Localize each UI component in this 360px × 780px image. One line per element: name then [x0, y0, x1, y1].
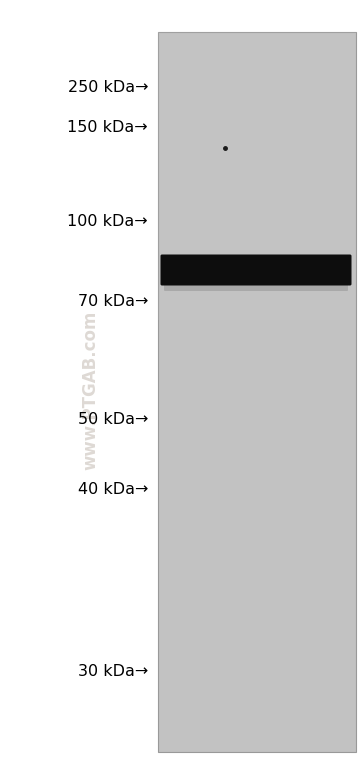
Text: 50 kDa→: 50 kDa→	[78, 413, 148, 427]
FancyBboxPatch shape	[161, 254, 351, 285]
Text: 250 kDa→: 250 kDa→	[68, 80, 148, 95]
Text: www.PTGAB.com: www.PTGAB.com	[81, 310, 99, 470]
Text: 40 kDa→: 40 kDa→	[78, 483, 148, 498]
FancyBboxPatch shape	[164, 281, 348, 291]
Text: 30 kDa→: 30 kDa→	[78, 665, 148, 679]
Text: 70 kDa→: 70 kDa→	[78, 295, 148, 310]
Bar	[158, 32, 356, 752]
Text: 150 kDa→: 150 kDa→	[67, 120, 148, 136]
Text: 100 kDa→: 100 kDa→	[67, 215, 148, 229]
Bar	[158, 32, 356, 320]
